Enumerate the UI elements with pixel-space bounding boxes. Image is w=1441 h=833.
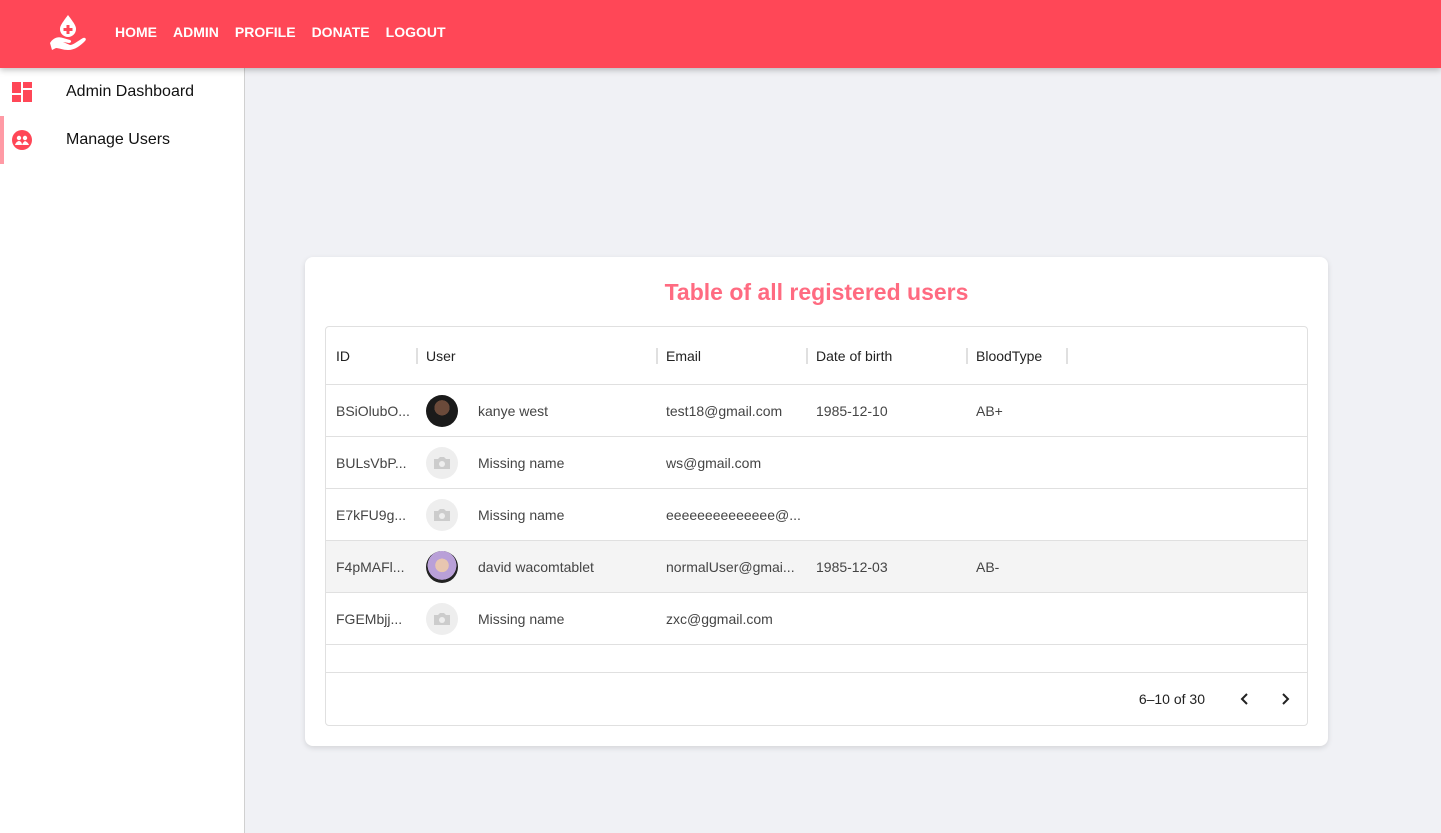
dashboard-icon xyxy=(12,82,32,102)
sidebar: Admin Dashboard Manage Users xyxy=(0,68,245,833)
cell-id: F4pMAFl... xyxy=(336,558,405,575)
main-nav: HOME ADMIN PROFILE DONATE LOGOUT xyxy=(115,24,462,40)
table-row[interactable]: BULsVbP... Missing name ws@gmail.com xyxy=(326,437,1307,489)
cell-user-avatar xyxy=(426,593,458,644)
sidebar-item-admin-dashboard[interactable]: Admin Dashboard xyxy=(0,68,244,116)
table-row[interactable]: F4pMAFl... david wacomtablet normalUser@… xyxy=(326,541,1307,593)
top-app-bar: HOME ADMIN PROFILE DONATE LOGOUT xyxy=(0,0,1441,68)
nav-profile[interactable]: PROFILE xyxy=(234,24,296,40)
cell-user-name: kanye west xyxy=(478,402,549,419)
column-header-id[interactable]: ID xyxy=(336,347,350,364)
column-header-user[interactable]: User xyxy=(426,347,456,364)
cell-bloodtype: AB- xyxy=(976,558,1000,575)
camera-icon xyxy=(434,456,450,469)
column-header-email[interactable]: Email xyxy=(666,347,702,364)
user-avatar xyxy=(426,550,458,583)
table-header: ID User Email Date of birth BloodType xyxy=(326,327,1307,385)
group-icon xyxy=(12,130,32,150)
cell-user-name: Missing name xyxy=(478,454,565,471)
page-title: Table of all registered users xyxy=(664,279,969,305)
table-row[interactable]: BSiOlubO... kanye west test18@gmail.com … xyxy=(326,385,1307,437)
user-avatar-placeholder xyxy=(426,602,458,635)
users-card: Table of all registered users ID User Em… xyxy=(305,257,1328,746)
table-row[interactable]: E7kFU9g... Missing name eeeeeeeeeeeeee@.… xyxy=(326,489,1307,541)
users-table: ID User Email Date of birth BloodType BS… xyxy=(325,326,1308,726)
cell-email: ws@gmail.com xyxy=(666,454,762,471)
column-header-dob[interactable]: Date of birth xyxy=(816,347,893,364)
cell-user-avatar xyxy=(426,541,458,592)
column-separator[interactable] xyxy=(1066,348,1068,364)
cell-id: E7kFU9g... xyxy=(336,506,407,523)
cell-id: FGEMbjj... xyxy=(336,610,403,627)
cell-user-avatar xyxy=(426,385,458,436)
cell-email: eeeeeeeeeeeeee@... xyxy=(666,506,801,523)
cell-email: zxc@ggmail.com xyxy=(666,610,773,627)
cell-id: BULsVbP... xyxy=(336,454,407,471)
camera-icon xyxy=(434,508,450,521)
pagination-label: 6–10 of 30 xyxy=(1138,691,1205,707)
cell-email: test18@gmail.com xyxy=(666,402,783,419)
cell-dob: 1985-12-03 xyxy=(816,558,888,575)
nav-admin[interactable]: ADMIN xyxy=(173,24,219,40)
cell-dob: 1985-12-10 xyxy=(816,402,888,419)
cell-user-avatar xyxy=(426,489,458,540)
cell-user-avatar xyxy=(426,437,458,488)
nav-home[interactable]: HOME xyxy=(115,24,157,40)
blood-donation-logo-icon[interactable] xyxy=(48,13,88,51)
column-separator[interactable] xyxy=(966,348,968,364)
user-avatar-placeholder xyxy=(426,446,458,479)
table-footer: 6–10 of 30 xyxy=(326,672,1307,725)
cell-user-name: Missing name xyxy=(478,506,565,523)
column-header-bloodtype[interactable]: BloodType xyxy=(976,347,1043,364)
user-avatar-placeholder xyxy=(426,498,458,531)
cell-email: normalUser@gmai... xyxy=(666,558,795,575)
table-row[interactable]: FGEMbjj... Missing name zxc@ggmail.com xyxy=(326,593,1307,645)
column-separator[interactable] xyxy=(656,348,658,364)
next-page-button[interactable] xyxy=(1273,687,1297,711)
previous-page-button[interactable] xyxy=(1233,687,1257,711)
chevron-left-icon xyxy=(1240,693,1248,705)
cell-id: BSiOlubO... xyxy=(336,402,410,419)
cell-user-name: Missing name xyxy=(478,610,565,627)
nav-donate[interactable]: DONATE xyxy=(311,24,370,40)
camera-icon xyxy=(434,612,450,625)
cell-user-name: david wacomtablet xyxy=(478,558,594,575)
nav-logout[interactable]: LOGOUT xyxy=(385,24,446,40)
chevron-right-icon xyxy=(1282,693,1290,705)
sidebar-item-label: Manage Users xyxy=(66,131,171,148)
column-separator[interactable] xyxy=(416,348,418,364)
user-avatar xyxy=(426,394,458,427)
sidebar-item-label: Admin Dashboard xyxy=(66,83,195,100)
column-separator[interactable] xyxy=(806,348,808,364)
sidebar-item-manage-users[interactable]: Manage Users xyxy=(0,116,244,164)
cell-bloodtype: AB+ xyxy=(976,402,1003,419)
